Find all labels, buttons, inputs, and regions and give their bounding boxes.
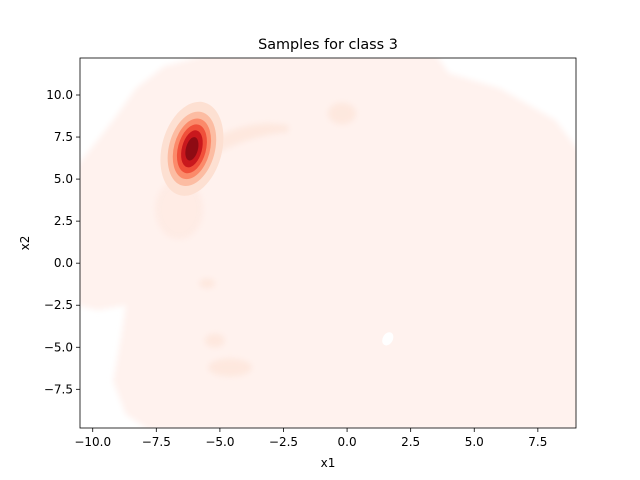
x-tick-label: −10.0 <box>74 435 111 449</box>
x-axis-label: x1 <box>321 456 336 470</box>
y-tick-label: 0.0 <box>54 256 73 270</box>
x-tick-label: 0.0 <box>338 435 357 449</box>
y-tick-label: −2.5 <box>44 298 73 312</box>
density-hole <box>382 332 394 346</box>
x-tick-label: 5.0 <box>465 435 484 449</box>
y-tick-label: 10.0 <box>46 88 73 102</box>
axes-frame <box>79 57 577 429</box>
secondary-mode-1 <box>327 102 356 125</box>
x-axis: −10.0 −7.5 −5.0 −2.5 0.0 2.5 5.0 7.5 <box>74 428 547 449</box>
y-tick-label: −7.5 <box>44 382 73 396</box>
secondary-mode-3 <box>199 278 216 289</box>
x-tick-label: −5.0 <box>205 435 234 449</box>
peak-contour-level-7 <box>185 137 199 161</box>
y-tick-label: 2.5 <box>54 214 73 228</box>
secondary-mode-4 <box>204 333 225 348</box>
chart-title: Samples for class 3 <box>258 37 398 53</box>
y-tick-label: 7.5 <box>54 130 73 144</box>
x-tick-label: 2.5 <box>401 435 420 449</box>
x-tick-label: 7.5 <box>528 435 547 449</box>
density-peak <box>160 101 224 196</box>
x-tick-label: −7.5 <box>142 435 171 449</box>
y-axis: −7.5 −5.0 −2.5 0.0 2.5 5.0 7.5 10.0 <box>44 88 80 396</box>
plot-area <box>80 58 576 428</box>
y-axis-label: x2 <box>18 236 32 251</box>
x-tick-label: −2.5 <box>269 435 298 449</box>
y-tick-label: 5.0 <box>54 172 73 186</box>
secondary-mode-2 <box>208 358 253 377</box>
y-tick-label: −5.0 <box>44 340 73 354</box>
